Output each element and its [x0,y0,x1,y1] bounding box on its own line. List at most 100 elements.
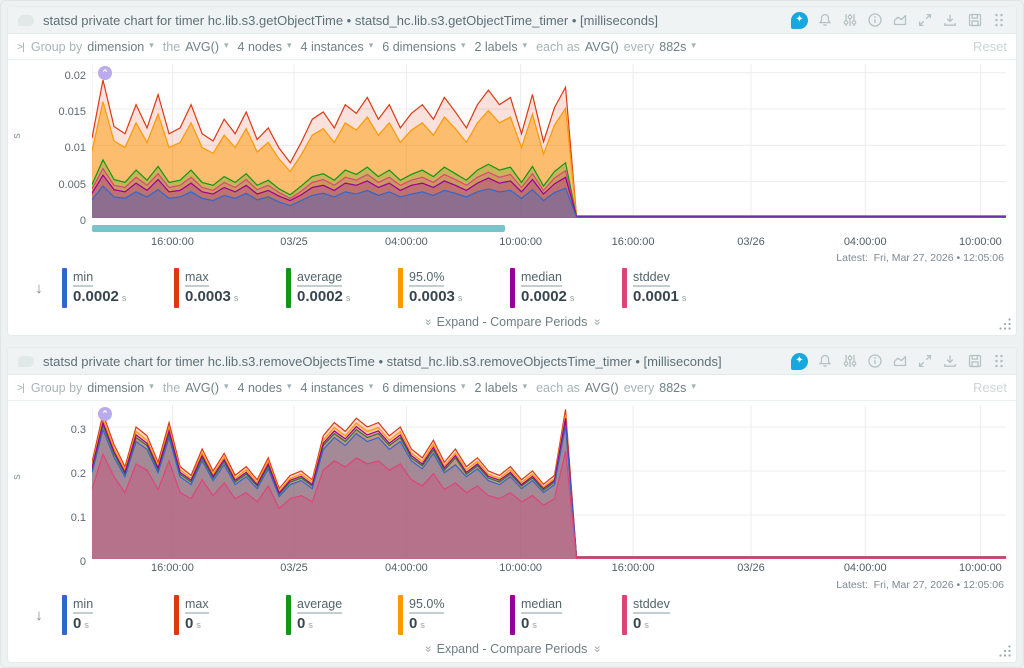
every-value-dropdown[interactable]: 882s [659,39,687,54]
chevron-down-icon[interactable]: ▾ [223,381,229,391]
collapse-filters-icon[interactable]: >| [17,381,25,394]
filters-sliders-icon[interactable] [842,353,858,369]
netdata-assistant-icon[interactable]: ✦ [791,352,808,370]
fullscreen-icon[interactable] [917,12,933,28]
latest-timestamp: Latest: Fri, Mar 27, 2026 • 12:05:06 [8,579,1016,592]
group-by-label: Group by [30,39,83,54]
filters-sliders-icon[interactable] [842,12,858,28]
aggregation-dropdown[interactable]: AVG() [185,380,219,395]
labels-dropdown[interactable]: 2 labels [474,380,518,395]
resize-grip[interactable] [998,317,1012,331]
instances-dropdown[interactable]: 4 instances [300,39,364,54]
chart-canvas[interactable]: ⌃ 0 0.1 0.2 0.3 [71,405,1006,568]
chart-card-getobjecttime: statsd private chart for timer hc.lib.s3… [7,6,1017,336]
legend-item-min[interactable]: min 0.0002 s [62,268,174,308]
chevron-down-icon[interactable]: ▾ [287,40,292,50]
each-as-label: each as [536,380,580,395]
y-tick-label: 0 [79,556,86,568]
x-tick-label: 03/25 [280,236,308,248]
chart-card-removeobjectstime: statsd private chart for timer hc.lib.s3… [7,347,1017,663]
dimensions-dropdown[interactable]: 6 dimensions [382,39,456,54]
drag-handle-icon[interactable] [992,353,1006,369]
netdata-assistant-icon[interactable]: ✦ [791,11,808,29]
latest-timestamp: Latest: Fri, Mar 27, 2026 • 12:05:06 [8,252,1016,265]
chart-type-icon[interactable] [892,353,908,369]
legend-color-bar [286,268,291,308]
chevron-down-icon[interactable]: ▾ [287,381,292,391]
legend-sort-arrow-icon[interactable]: ↓ [35,606,43,624]
chart-canvas[interactable]: ⌃ 0 0.005 0.01 0.015 0.02 [58,64,1006,227]
expand-compare-periods-button[interactable]: «Expand - Compare Periods « [8,640,1016,662]
x-tick-label: 16:00:00 [611,236,655,248]
legend-color-bar [398,595,403,635]
chevron-down-icon[interactable]: ▾ [368,381,374,391]
y-tick-label: 0 [79,215,86,227]
legend-item-average[interactable]: average 0.0002 s [286,268,398,308]
legend-item-95percentile[interactable]: 95.0% 0.0003 s [398,268,510,308]
every-label: every [623,39,655,54]
nodes-dropdown[interactable]: 4 nodes [237,39,282,54]
x-tick-label: 10:00:00 [499,236,543,248]
x-tick-label: 16:00:00 [151,236,194,248]
chevron-down-icon[interactable]: ▾ [149,40,154,50]
x-tick-label: 04:00:00 [384,562,428,574]
double-chevron-down-icon: « [420,318,435,326]
legend-item-median[interactable]: median 0.0002 s [510,268,622,308]
save-image-icon[interactable] [967,12,983,28]
info-icon[interactable] [867,12,883,28]
collapse-filters-icon[interactable]: >| [17,40,25,53]
double-chevron-down-icon: « [589,645,604,653]
legend-color-bar [62,268,67,308]
save-image-icon[interactable] [967,353,983,369]
chart-context-icon [18,14,34,26]
alerts-bell-icon[interactable] [817,353,833,369]
info-icon[interactable] [867,353,883,369]
download-icon[interactable] [942,353,958,369]
chart-type-icon[interactable] [892,12,908,28]
y-tick-label: 0.015 [58,106,86,119]
instances-dropdown[interactable]: 4 instances [300,380,364,395]
nodes-dropdown[interactable]: 4 nodes [237,380,282,395]
expand-compare-periods-button[interactable]: «Expand - Compare Periods « [8,313,1016,335]
chevron-down-icon[interactable]: ▾ [691,381,696,391]
download-icon[interactable] [942,12,958,28]
chevron-down-icon[interactable]: ▾ [460,381,466,391]
alerts-bell-icon[interactable] [817,12,833,28]
dimensions-dropdown[interactable]: 6 dimensions [382,380,456,395]
chart-header: statsd private chart for timer hc.lib.s3… [8,348,1016,375]
every-label: every [623,380,655,395]
fullscreen-icon[interactable] [917,353,933,369]
chevron-down-icon[interactable]: ▾ [460,40,466,50]
resize-grip[interactable] [998,644,1012,658]
anomaly-rate-icon[interactable]: ⌃ [98,66,112,80]
chevron-down-icon[interactable]: ▾ [368,40,374,50]
y-tick-label: 0.1 [70,512,86,524]
drag-handle-icon[interactable] [992,12,1006,28]
aggregation-dropdown[interactable]: AVG() [185,39,219,54]
legend-color-bar [622,268,627,308]
chart-plot [92,405,1006,559]
every-value-dropdown[interactable]: 882s [659,380,687,395]
chevron-down-icon[interactable]: ▾ [149,381,154,391]
chevron-down-icon[interactable]: ▾ [691,40,696,50]
legend-sort-arrow-icon[interactable]: ↓ [35,279,43,297]
anomaly-rate-icon[interactable]: ⌃ [98,407,112,421]
group-by-dropdown[interactable]: dimension [87,380,145,395]
selection-range-bar[interactable] [92,225,506,232]
reset-button[interactable]: Reset [973,380,1007,395]
reset-button[interactable]: Reset [973,39,1007,54]
chevron-down-icon[interactable]: ▾ [223,40,229,50]
legend-item-stddev[interactable]: stddev 0.0001 s [622,268,734,308]
legend-item-max[interactable]: max 0.0003 s [174,268,286,308]
labels-dropdown[interactable]: 2 labels [474,39,518,54]
group-by-dropdown[interactable]: dimension [87,39,145,54]
chevron-down-icon[interactable]: ▾ [522,40,528,50]
chevron-down-icon[interactable]: ▾ [522,381,528,391]
